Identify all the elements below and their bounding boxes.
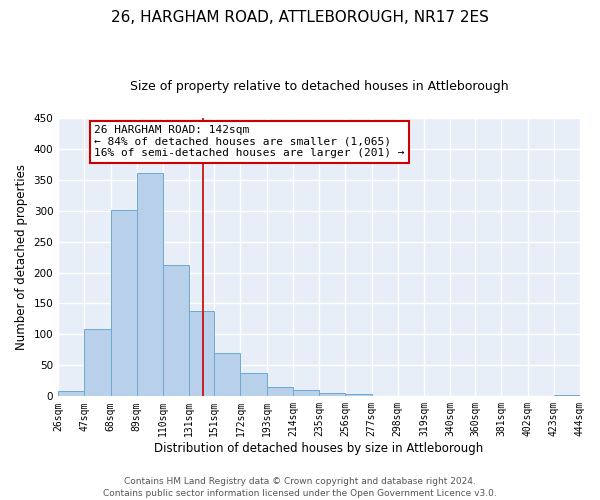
Bar [554, 395, 580, 396]
Bar [345, 394, 371, 396]
Bar [189, 311, 214, 396]
Bar [85, 330, 110, 396]
Bar [266, 387, 293, 396]
Text: 26, HARGHAM ROAD, ATTLEBOROUGH, NR17 2ES: 26, HARGHAM ROAD, ATTLEBOROUGH, NR17 2ES [111, 10, 489, 25]
Bar [214, 353, 241, 397]
Bar [58, 392, 85, 396]
Text: 26 HARGHAM ROAD: 142sqm
← 84% of detached houses are smaller (1,065)
16% of semi: 26 HARGHAM ROAD: 142sqm ← 84% of detache… [94, 125, 405, 158]
Bar [137, 174, 163, 396]
Bar [110, 210, 137, 396]
Y-axis label: Number of detached properties: Number of detached properties [15, 164, 28, 350]
Bar [293, 390, 319, 396]
Title: Size of property relative to detached houses in Attleborough: Size of property relative to detached ho… [130, 80, 508, 93]
Text: Contains HM Land Registry data © Crown copyright and database right 2024.
Contai: Contains HM Land Registry data © Crown c… [103, 476, 497, 498]
Bar [241, 373, 266, 396]
Bar [319, 393, 345, 396]
Bar [163, 265, 189, 396]
X-axis label: Distribution of detached houses by size in Attleborough: Distribution of detached houses by size … [154, 442, 484, 455]
